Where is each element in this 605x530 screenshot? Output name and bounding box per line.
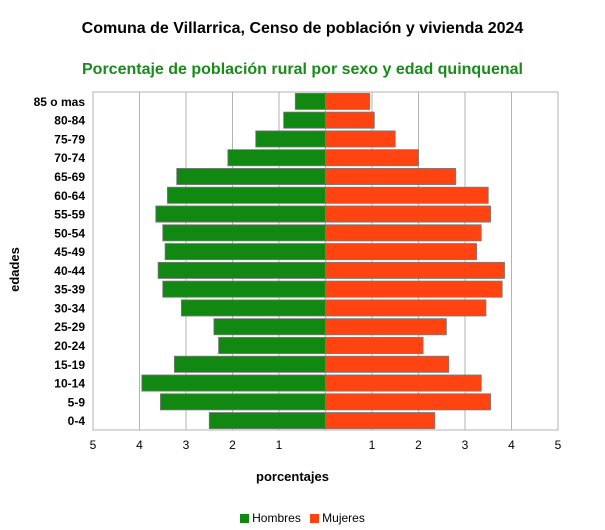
x-tick-label: 2 (415, 438, 422, 452)
y-tick-label: 75-79 (54, 132, 85, 146)
legend-swatch-hombres (240, 513, 250, 523)
bar-hombres (155, 205, 326, 223)
legend-swatch-mujeres (310, 513, 320, 523)
y-tick-label: 15-19 (54, 358, 85, 372)
x-tick-label: 3 (183, 438, 190, 452)
x-tick-label: 3 (462, 438, 469, 452)
bar-mujeres (325, 149, 419, 167)
x-tick-label: 2 (229, 438, 236, 452)
bar-mujeres (325, 318, 447, 336)
bar-mujeres (325, 299, 487, 317)
y-axis-label: edades (6, 247, 22, 292)
bar-hombres (227, 149, 326, 167)
bar-mujeres (325, 130, 396, 148)
x-tick-label: 5 (555, 438, 562, 452)
bar-hombres (255, 130, 326, 148)
y-tick-label: 85 o mas (34, 95, 86, 109)
y-tick-label: 30-34 (54, 301, 85, 315)
bar-hombres (180, 299, 326, 317)
legend-item-hombres: Hombres (240, 511, 301, 525)
bar-mujeres (325, 355, 450, 373)
bar-mujeres (325, 111, 375, 129)
y-tick-label: 50-54 (54, 226, 85, 240)
bar-mujeres (325, 186, 489, 204)
y-tick-label: 80-84 (54, 114, 85, 128)
x-tick-label: 4 (508, 438, 515, 452)
y-tick-label: 65-69 (54, 170, 85, 184)
chart-title: Comuna de Villarrica, Censo de población… (81, 20, 524, 37)
legend-item-mujeres: Mujeres (310, 511, 365, 525)
y-tick-label: 35-39 (54, 283, 85, 297)
bar-hombres (141, 374, 326, 392)
bar-mujeres (325, 224, 482, 242)
y-tick-label: 40-44 (54, 264, 85, 278)
bar-hombres (294, 92, 326, 110)
bar-hombres (166, 186, 326, 204)
legend: Hombres Mujeres (0, 511, 605, 526)
y-tick-label: 5-9 (68, 395, 86, 409)
x-tick-label: 5 (90, 438, 97, 452)
y-tick-label: 10-14 (54, 377, 85, 391)
legend-label-hombres: Hombres (252, 511, 301, 525)
bar-hombres (208, 412, 326, 430)
bar-mujeres (325, 168, 457, 185)
y-tick-label: 70-74 (54, 151, 85, 165)
y-tick-label: 0-4 (68, 414, 86, 428)
bar-mujeres (325, 393, 491, 411)
bar-mujeres (325, 280, 503, 298)
y-tick-label: 20-24 (54, 339, 85, 353)
bar-mujeres (325, 243, 478, 261)
bar-hombres (176, 168, 326, 185)
bar-hombres (218, 337, 326, 354)
bar-hombres (157, 261, 326, 279)
x-tick-label: 1 (276, 438, 283, 452)
legend-label-mujeres: Mujeres (322, 511, 365, 525)
bar-hombres (160, 393, 326, 411)
bar-hombres (283, 111, 326, 129)
bar-hombres (173, 355, 326, 373)
x-axis-label: porcentajes (256, 469, 329, 484)
bar-mujeres (325, 374, 482, 392)
bar-hombres (213, 318, 326, 336)
y-tick-label: 60-64 (54, 189, 85, 203)
x-tick-label: 1 (369, 438, 376, 452)
chart-subtitle: Porcentaje de población rural por sexo y… (82, 61, 523, 78)
y-tick-label: 25-29 (54, 320, 85, 334)
x-tick-label: 4 (136, 438, 143, 452)
bar-mujeres (325, 261, 505, 279)
bar-mujeres (325, 337, 424, 354)
y-tick-label: 45-49 (54, 245, 85, 259)
bar-hombres (162, 280, 326, 298)
bar-hombres (162, 224, 326, 242)
bar-mujeres (325, 205, 491, 223)
bar-mujeres (325, 92, 371, 110)
bar-mujeres (325, 412, 436, 430)
y-tick-label: 55-59 (54, 208, 85, 222)
bar-hombres (164, 243, 326, 261)
